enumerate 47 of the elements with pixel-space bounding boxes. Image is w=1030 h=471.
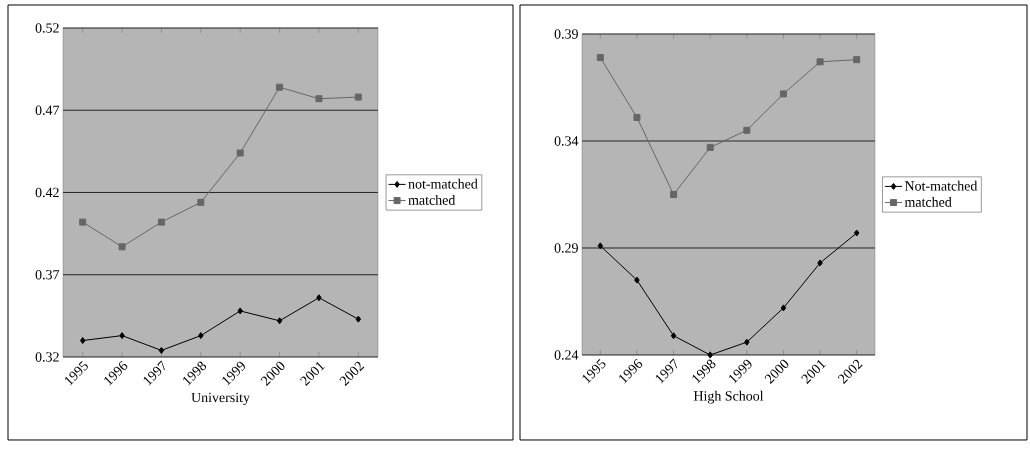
legend-label: matched	[904, 196, 952, 207]
y-tick-label: 0.34	[554, 136, 579, 146]
point	[157, 218, 165, 226]
x-axis-title: University	[191, 392, 250, 406]
point	[780, 304, 787, 312]
point	[315, 95, 323, 103]
y-tick-label: 0.39	[554, 29, 578, 39]
point	[276, 83, 284, 91]
legend-label: matched	[408, 194, 456, 205]
y-tick-label: 0.24	[554, 350, 579, 360]
legend-label: Not-matched	[904, 180, 978, 191]
point	[853, 56, 861, 64]
y-tick-label: 0.42	[35, 187, 59, 198]
point	[670, 332, 677, 340]
y-tick-label: 0.47	[35, 105, 60, 115]
point	[354, 93, 362, 101]
y-tick-label: 0.37	[35, 269, 60, 280]
point	[634, 276, 640, 284]
point	[197, 198, 205, 206]
legend-label: not-matched	[408, 178, 478, 189]
point	[119, 332, 125, 340]
point	[237, 307, 243, 315]
point	[236, 149, 244, 157]
y-tick-label: 0.32	[35, 352, 59, 362]
point	[633, 113, 641, 121]
point	[596, 54, 604, 62]
point	[817, 259, 823, 267]
point	[853, 229, 860, 237]
point	[79, 337, 86, 345]
point	[355, 315, 362, 323]
point	[118, 243, 126, 251]
point	[316, 294, 322, 302]
y-tick-label: 0.29	[554, 243, 578, 253]
point	[706, 143, 714, 151]
y-tick-label: 0.52	[35, 23, 59, 33]
point	[779, 90, 787, 98]
x-axis-title: High School	[693, 390, 764, 404]
point	[743, 126, 751, 134]
point	[707, 351, 713, 359]
point	[276, 317, 283, 325]
point	[79, 218, 87, 226]
point	[158, 346, 165, 354]
point	[670, 190, 678, 198]
point	[198, 332, 204, 340]
point	[816, 58, 824, 66]
point	[597, 242, 604, 250]
point	[744, 338, 750, 346]
